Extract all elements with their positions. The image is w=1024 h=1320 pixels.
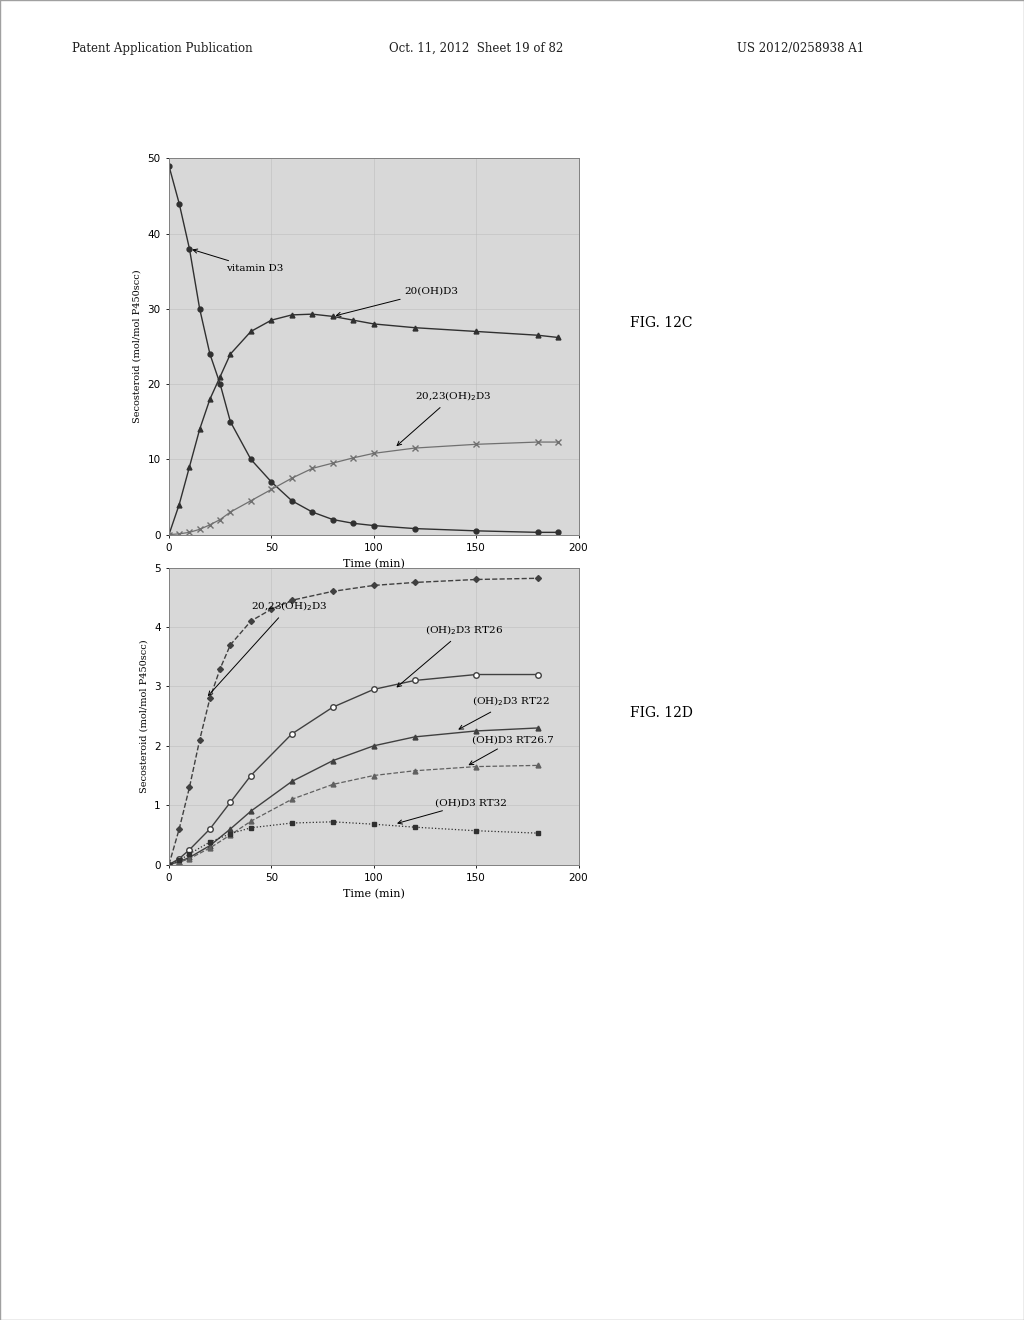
Y-axis label: Secosteroid (mol/mol P450scc): Secosteroid (mol/mol P450scc) — [139, 639, 148, 793]
Text: Patent Application Publication: Patent Application Publication — [72, 42, 252, 55]
Text: FIG. 12C: FIG. 12C — [630, 317, 692, 330]
Text: vitamin D3: vitamin D3 — [194, 249, 284, 273]
Text: 20(OH)D3: 20(OH)D3 — [337, 286, 459, 317]
X-axis label: Time (min): Time (min) — [343, 888, 404, 899]
Text: (OH)$_2$D3 RT26: (OH)$_2$D3 RT26 — [397, 623, 503, 686]
Y-axis label: Secosteroid (mol/mol P450scc): Secosteroid (mol/mol P450scc) — [133, 269, 142, 424]
Text: (OH)D3 RT32: (OH)D3 RT32 — [398, 799, 507, 824]
Text: Oct. 11, 2012  Sheet 19 of 82: Oct. 11, 2012 Sheet 19 of 82 — [389, 42, 563, 55]
Text: (OH)D3 RT26.7: (OH)D3 RT26.7 — [469, 735, 554, 764]
Text: US 2012/0258938 A1: US 2012/0258938 A1 — [737, 42, 864, 55]
Text: 20,23(OH)$_2$D3: 20,23(OH)$_2$D3 — [209, 599, 328, 696]
X-axis label: Time (min): Time (min) — [343, 558, 404, 569]
Text: (OH)$_2$D3 RT22: (OH)$_2$D3 RT22 — [459, 694, 550, 729]
Text: FIG. 12D: FIG. 12D — [630, 706, 692, 719]
Text: 20,23(OH)$_2$D3: 20,23(OH)$_2$D3 — [397, 389, 492, 446]
